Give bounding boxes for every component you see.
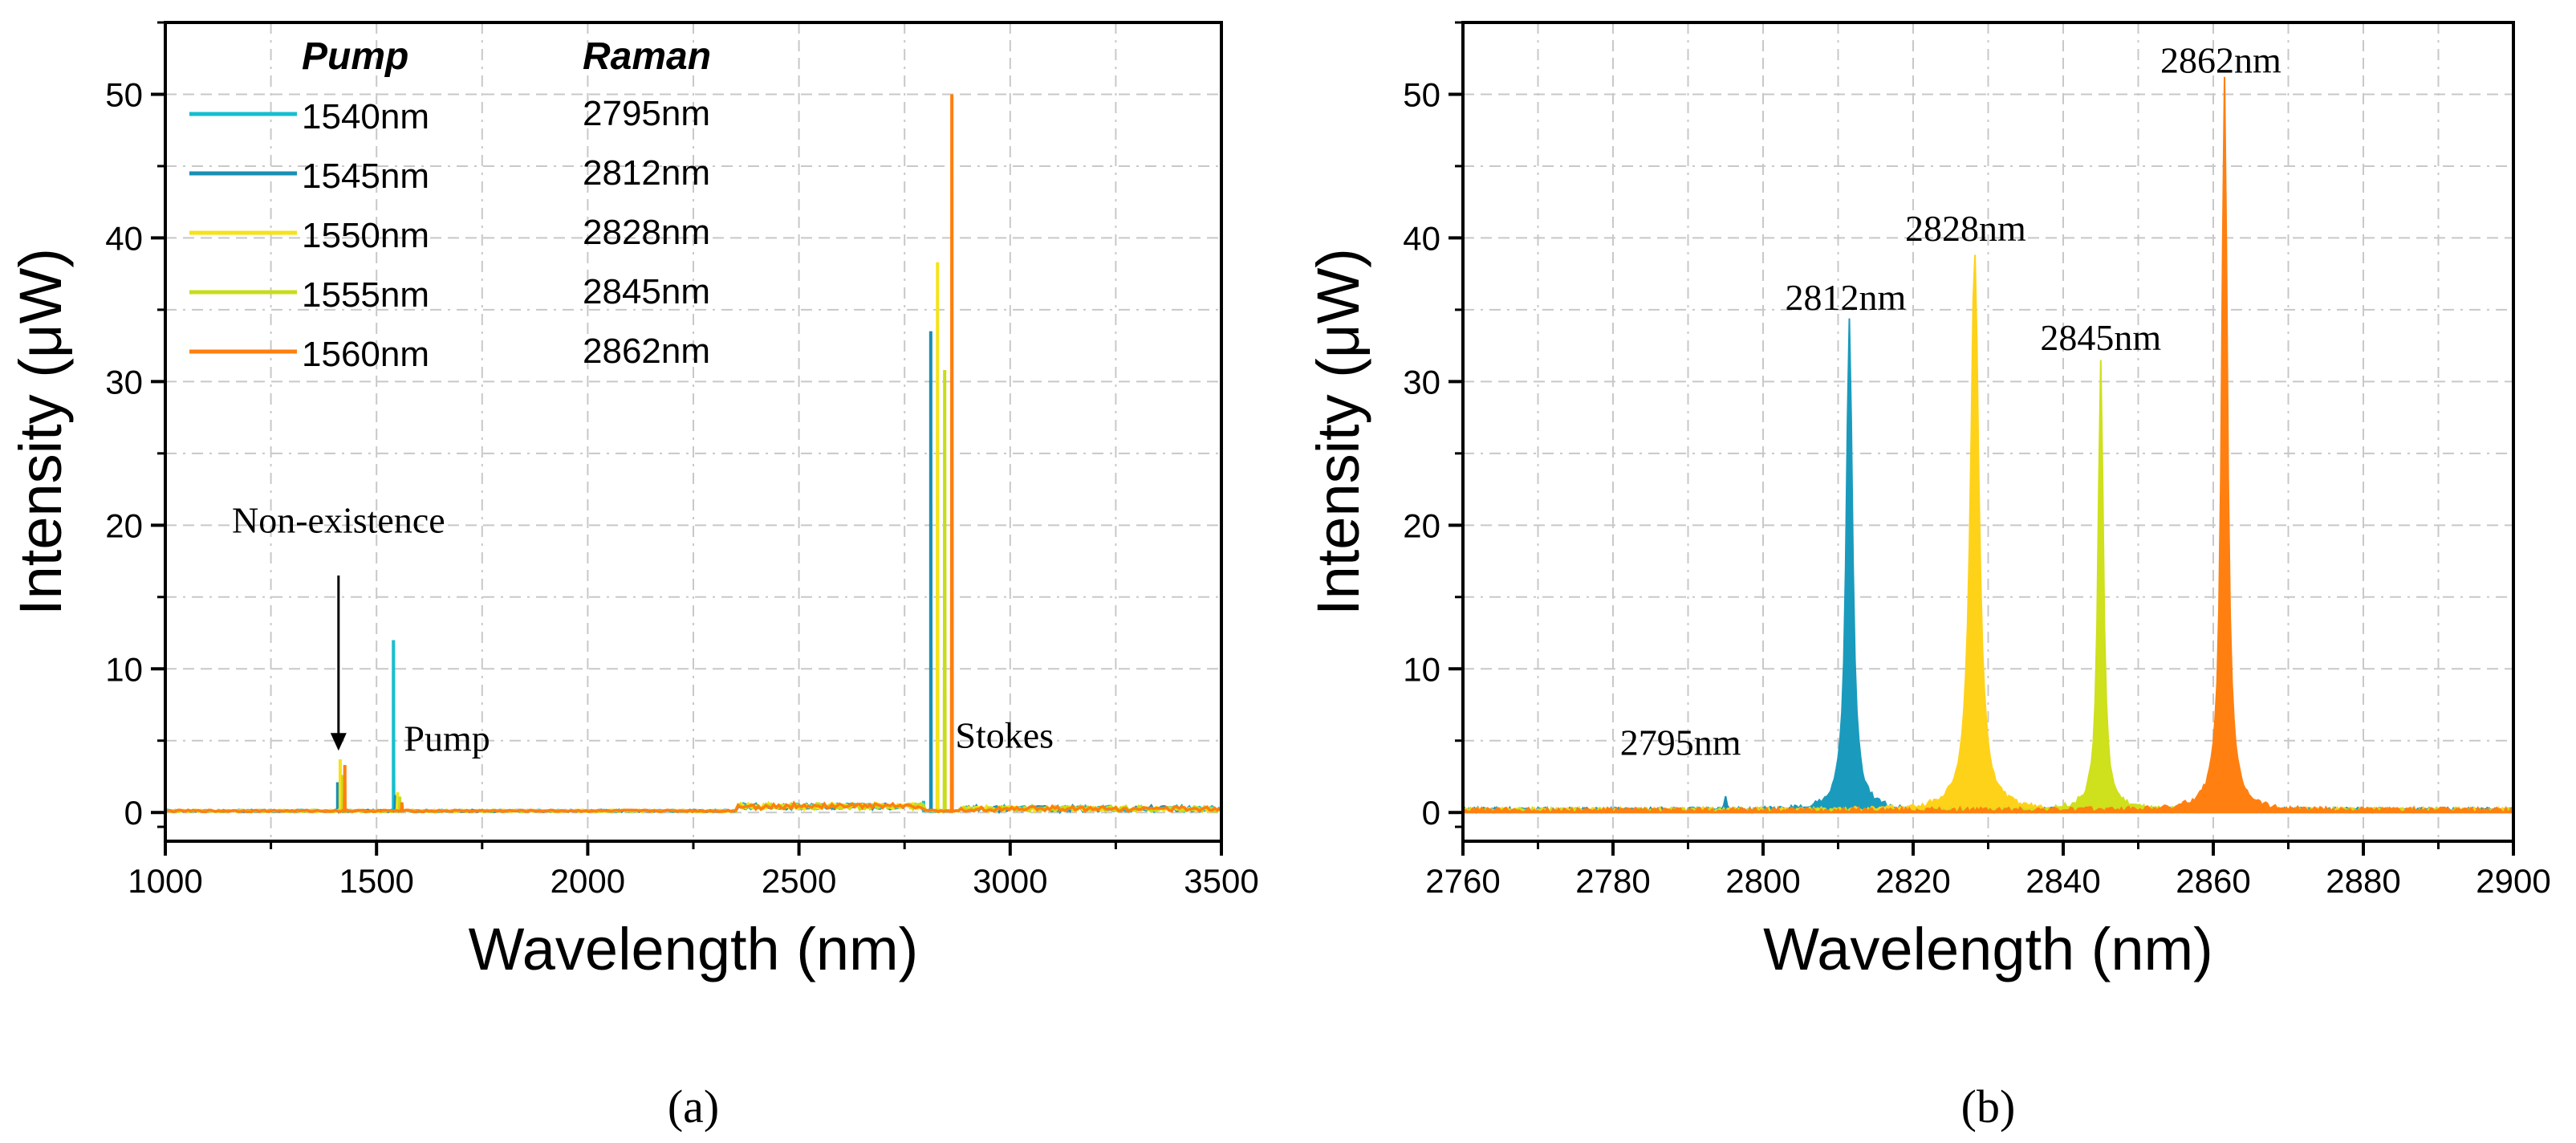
x-tick-label: 1000 [128, 862, 202, 900]
peak-label: 2795nm [1620, 722, 1741, 763]
arrow-head [330, 733, 347, 751]
annotation-text: Stokes [955, 715, 1054, 756]
x-tick-label: 3000 [973, 862, 1047, 900]
chart-panel-a: 1000 1500 2000 2500 3000 3500 0 10 20 30 40 50 Non-… [7, 21, 1259, 1133]
y-axis-title: Intensity (μW) [1305, 248, 1371, 616]
y-tick-label: 50 [1403, 75, 1440, 113]
peak-label: 2845nm [2040, 317, 2161, 358]
y-tick-label: 40 [105, 219, 143, 257]
x-tick-label: 2840 [2025, 862, 2100, 900]
y-tick-label: 30 [105, 363, 143, 401]
x-tick-label: 2500 [762, 862, 836, 900]
peak-label: 2812nm [1785, 277, 1906, 318]
y-tick-label: 0 [124, 794, 143, 832]
annotation-text: Pump [404, 718, 490, 759]
axis-ticks: 1000 1500 2000 2500 3000 3500 0 10 20 30 40 50 [105, 21, 1259, 900]
annotation-text: Non-existence [232, 499, 445, 540]
panel-label: (a) [668, 1080, 719, 1133]
series-line [165, 331, 1221, 815]
y-tick-label: 20 [1403, 506, 1440, 544]
x-axis-title: Wavelength (nm) [469, 916, 919, 982]
series-line [165, 94, 1221, 814]
legend-raman-label: 2828nm [583, 213, 710, 252]
series-line [165, 640, 1221, 814]
axis-ticks: 2760 2780 2800 2820 2840 2860 2880 2900 0 10 20 30 4… [1403, 21, 2551, 900]
legend-pump-header: Pump [302, 35, 408, 78]
x-tick-label: 1500 [339, 862, 413, 900]
x-tick-label: 2820 [1875, 862, 1950, 900]
series-group [165, 94, 1221, 815]
legend: Pump Raman 1540nm 2795nm 1545nm 2812nm 1550nm 2… [189, 35, 711, 374]
y-tick-label: 40 [1403, 219, 1440, 257]
y-axis-title: Intensity (μW) [7, 248, 74, 616]
x-tick-label: 2900 [2476, 862, 2550, 900]
y-tick-label: 30 [1403, 363, 1440, 401]
legend-raman-label: 2862nm [583, 332, 710, 371]
x-tick-label: 2800 [1725, 862, 1800, 900]
x-axis-title: Wavelength (nm) [1763, 916, 2213, 982]
series-line [165, 370, 1221, 814]
y-tick-label: 10 [1403, 650, 1440, 688]
annotations: 2795nm 2812nm 2828nm 2845nm 2862nm [1620, 40, 2281, 763]
series-area [1462, 76, 2514, 815]
legend-pump-label: 1540nm [302, 97, 429, 136]
gridlines [165, 22, 1221, 841]
gridlines [1463, 22, 2513, 841]
y-tick-label: 50 [105, 75, 143, 113]
legend-raman-header: Raman [583, 35, 711, 78]
x-tick-label: 2780 [1575, 862, 1650, 900]
x-tick-label: 2880 [2326, 862, 2400, 900]
x-tick-label: 2860 [2176, 862, 2250, 900]
y-tick-label: 10 [105, 650, 143, 688]
series-group [1462, 76, 2514, 815]
x-tick-label: 2000 [551, 862, 625, 900]
legend-raman-label: 2845nm [583, 272, 710, 311]
x-tick-label: 2760 [1425, 862, 1500, 900]
legend-raman-label: 2812nm [583, 153, 710, 193]
legend-raman-label: 2795nm [583, 94, 710, 133]
legend-pump-label: 1545nm [302, 157, 429, 196]
chart-panel-b: 2760 2780 2800 2820 2840 2860 2880 2900 0 10 20 30 4… [1305, 21, 2551, 1133]
legend-pump-label: 1550nm [302, 216, 429, 255]
y-tick-label: 20 [105, 506, 143, 544]
x-tick-label: 3500 [1184, 862, 1258, 900]
legend-pump-label: 1555nm [302, 275, 429, 315]
legend-pump-label: 1560nm [302, 335, 429, 374]
annotations: Non-existence Pump Stokes [232, 499, 1054, 759]
y-tick-label: 0 [1422, 794, 1440, 832]
panel-label: (b) [1961, 1080, 2016, 1133]
peak-label: 2862nm [2160, 40, 2281, 81]
peak-label: 2828nm [1905, 208, 2026, 249]
